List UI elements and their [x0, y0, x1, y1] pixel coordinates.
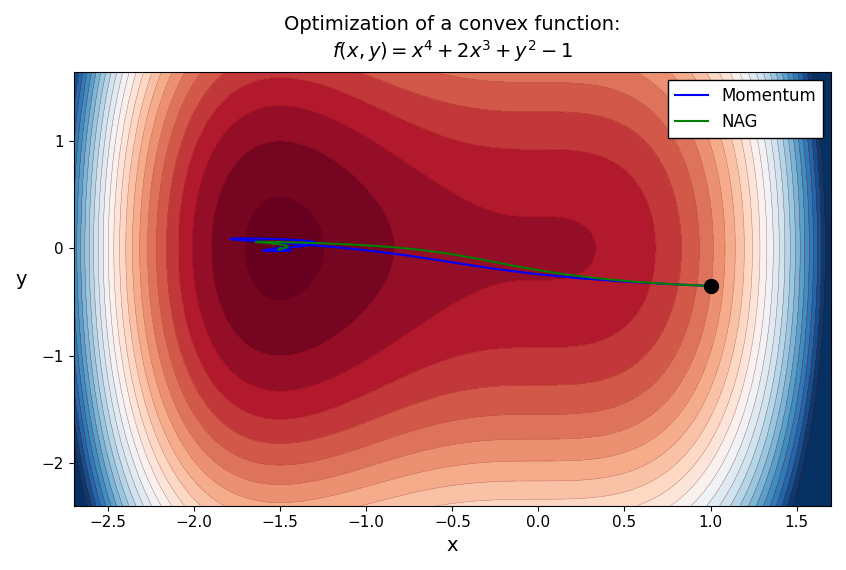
X-axis label: x: x	[447, 536, 458, 555]
Momentum	[294, 237, 305, 243]
Legend: Momentum, NAG: Momentum, NAG	[667, 80, 822, 137]
NAG	[275, 245, 285, 252]
Y-axis label: y: y	[15, 270, 26, 288]
Momentum	[706, 283, 716, 290]
NAG	[275, 245, 285, 252]
NAG	[255, 239, 266, 246]
NAG	[671, 281, 681, 288]
NAG	[275, 245, 285, 252]
Momentum	[275, 245, 285, 252]
NAG	[706, 283, 716, 290]
Line: NAG: NAG	[255, 242, 711, 286]
Momentum	[239, 235, 249, 242]
Momentum	[671, 281, 681, 288]
NAG	[250, 238, 261, 245]
Momentum	[275, 245, 285, 252]
Title: Optimization of a convex function:
$f(x, y) = x^4 + 2x^3 + y^2 - 1$: Optimization of a convex function: $f(x,…	[284, 15, 621, 64]
NAG	[275, 245, 285, 252]
Momentum	[275, 245, 285, 252]
Momentum	[275, 245, 285, 252]
Momentum	[275, 245, 285, 252]
Line: Momentum: Momentum	[230, 238, 711, 286]
NAG	[275, 245, 285, 252]
